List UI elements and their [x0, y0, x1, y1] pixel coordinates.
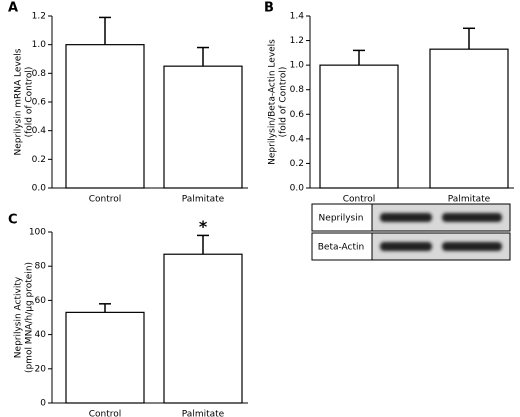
y-tick-label: 0.4 [32, 126, 47, 136]
chart: A 0.0 0.2 0.4 0.6 0.8 1.0 1.2 Neprilysin mRNA Le… [8, 1, 248, 205]
bar [163, 65, 243, 189]
y-tick-label: 0.0 [32, 184, 47, 194]
y-tick-label: 80 [35, 262, 47, 272]
bar [319, 64, 399, 189]
western-blot [311, 203, 511, 261]
y-tick-label: 1.2 [32, 12, 46, 22]
y-tick-label: 0.8 [32, 69, 47, 79]
panel-label: C [8, 213, 18, 228]
y-tick-label: 0.4 [290, 134, 305, 144]
x-tick-label: Control [89, 410, 122, 417]
blot-label: Beta-Actin [318, 243, 365, 253]
y-tick-label: 1.4 [290, 12, 305, 22]
y-axis-label: Neprilysin mRNA Levels [14, 48, 24, 155]
annotation: * [199, 217, 208, 236]
y-tick-label: 0 [40, 399, 46, 409]
x-tick-label: Control [343, 195, 376, 205]
blot-band [442, 242, 502, 251]
y-axis-label: (fold of Control) [25, 67, 35, 138]
y-tick-label: 0.2 [290, 159, 304, 169]
y-tick-label: 100 [29, 228, 46, 238]
y-tick-label: 0.6 [32, 98, 47, 108]
chart: B 0.0 0.2 0.4 0.6 0.8 1.0 1.2 1.4 Neprilysin/Beta… [264, 1, 514, 253]
bar [163, 253, 243, 404]
panel-label: A [8, 1, 18, 16]
y-tick-label: 1.0 [290, 61, 305, 71]
blot-label: Neprilysin [319, 214, 364, 224]
bar [65, 311, 145, 404]
blot-band [380, 242, 432, 251]
y-axis-label: (pmol MNA/h/µg protein) [25, 262, 35, 373]
y-tick-label: 0.6 [290, 110, 305, 120]
blot-band [380, 213, 432, 222]
bar [429, 48, 509, 189]
y-tick-label: 20 [35, 364, 47, 374]
y-tick-label: 0.8 [290, 85, 305, 95]
panel-label: B [264, 1, 274, 16]
y-tick-label: 1.0 [32, 40, 47, 50]
chart: C 0 20 40 60 80 100 Neprilysin Activity (pmol MN… [8, 213, 248, 417]
y-tick-label: 0.0 [290, 184, 305, 194]
bar [65, 44, 145, 189]
y-tick-label: 0.2 [32, 155, 46, 165]
y-tick-label: 1.2 [290, 36, 304, 46]
y-axis-label: Neprilysin Activity [14, 276, 24, 358]
x-tick-label: Palmitate [182, 195, 225, 205]
x-tick-label: Control [89, 195, 122, 205]
blot-band [442, 213, 502, 222]
y-tick-label: 40 [35, 330, 47, 340]
x-tick-label: Palmitate [182, 410, 225, 417]
x-tick-label: Palmitate [448, 195, 491, 205]
y-axis-label: (fold of Control) [279, 67, 289, 138]
y-axis-label: Neprilysin/Beta-Actin Levels [268, 39, 278, 165]
y-tick-label: 60 [35, 296, 47, 306]
